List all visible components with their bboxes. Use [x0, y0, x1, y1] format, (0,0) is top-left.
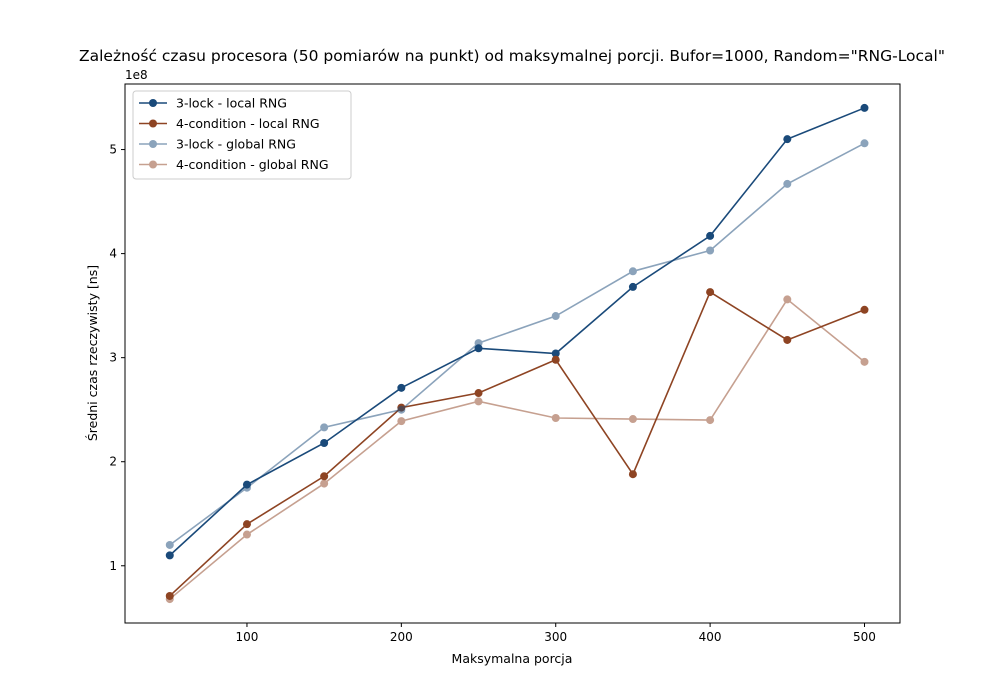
data-point	[860, 139, 869, 148]
series-line	[169, 142, 865, 546]
data-point	[474, 339, 483, 348]
series-layer	[165, 103, 869, 604]
y-axis-multiplier: 1e8	[125, 68, 148, 82]
x-axis-ticks: 100 200 300 400 500	[236, 623, 876, 644]
data-point	[397, 417, 406, 426]
data-point	[706, 416, 715, 425]
legend-label: 3-lock - local RNG	[176, 96, 287, 111]
x-tick-label: 500	[853, 630, 876, 644]
y-tick-label: 2	[109, 455, 117, 469]
series-line	[169, 298, 865, 600]
y-tick-label: 5	[109, 143, 117, 157]
x-tick-label: 400	[699, 630, 722, 644]
chart-title: Zależność czasu procesora (50 pomiarów n…	[79, 47, 945, 65]
legend-label: 4-condition - local RNG	[176, 116, 320, 131]
plot-area-frame	[124, 83, 901, 624]
data-point	[628, 470, 637, 479]
data-point	[320, 423, 329, 432]
data-point	[706, 231, 715, 240]
data-point	[320, 438, 329, 447]
data-point	[165, 540, 174, 549]
data-point	[783, 135, 792, 144]
data-point	[860, 357, 869, 366]
x-axis-label: Maksymalna porcja	[452, 651, 573, 666]
legend-marker	[149, 119, 157, 128]
legend-item	[139, 160, 167, 169]
data-point	[551, 349, 560, 358]
legend: 3-lock - local RNG 4-condition - local RN…	[132, 90, 352, 180]
data-point	[474, 397, 483, 406]
legend-marker	[149, 160, 157, 169]
data-point	[860, 305, 869, 314]
y-axis-label: Średni czas rzeczywisty [ns]	[85, 265, 100, 441]
data-point	[242, 520, 251, 529]
data-point	[551, 355, 560, 364]
legend-item	[139, 119, 167, 128]
y-tick-label: 4	[109, 247, 117, 261]
series-0	[165, 103, 869, 560]
data-point	[860, 103, 869, 112]
data-point	[320, 479, 329, 488]
series-line	[169, 290, 865, 597]
series-line	[169, 107, 865, 556]
x-tick-label: 200	[390, 630, 413, 644]
data-point	[397, 383, 406, 392]
legend-frame	[132, 90, 352, 180]
data-point	[242, 483, 251, 492]
series-2	[165, 139, 869, 549]
data-point	[551, 312, 560, 321]
data-point	[628, 415, 637, 424]
data-point	[706, 288, 715, 297]
data-point	[783, 179, 792, 188]
data-point	[551, 414, 560, 423]
data-point	[242, 530, 251, 539]
legend-item	[139, 140, 167, 148]
legend-marker	[149, 140, 157, 148]
legend-label: 3-lock - global RNG	[176, 137, 296, 152]
x-tick-label: 300	[544, 630, 567, 644]
y-tick-label: 3	[109, 351, 117, 365]
data-point	[397, 405, 406, 414]
data-point	[628, 267, 637, 276]
data-point	[165, 595, 174, 604]
data-point	[783, 295, 792, 304]
data-point	[628, 282, 637, 291]
data-point	[320, 472, 329, 481]
y-tick-label: 1	[109, 559, 117, 573]
data-point	[165, 551, 174, 560]
data-point	[783, 335, 792, 344]
legend-label: 4-condition - global RNG	[176, 157, 329, 172]
series-3	[165, 295, 869, 604]
data-point	[474, 389, 483, 398]
y-axis-ticks: 1 2 3 4 5	[109, 143, 125, 573]
data-point	[706, 246, 715, 255]
x-tick-label: 100	[236, 630, 259, 644]
legend-item	[139, 99, 167, 107]
legend-marker	[149, 99, 157, 107]
